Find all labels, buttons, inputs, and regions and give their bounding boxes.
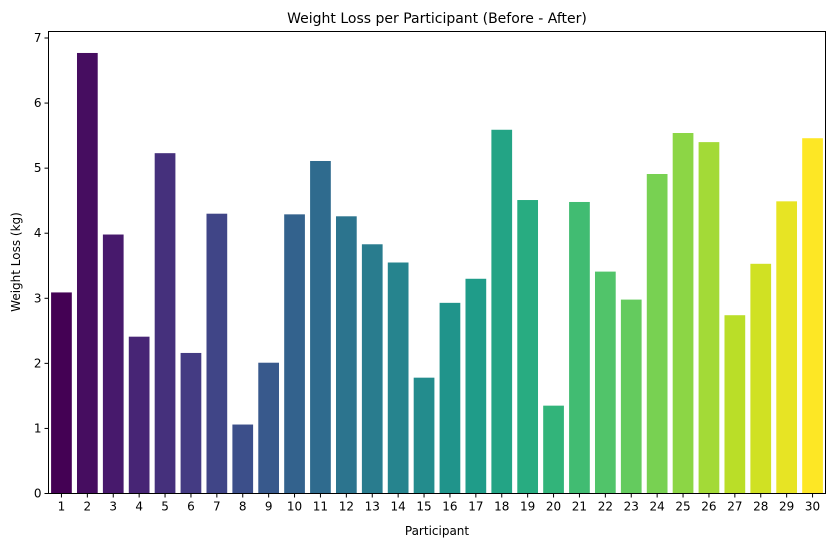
- x-tick-label: 30: [805, 500, 820, 514]
- x-tick-label: 16: [442, 500, 457, 514]
- y-tick-label: 0: [34, 487, 42, 501]
- x-tick-label: 18: [494, 500, 509, 514]
- x-tick-label: 12: [339, 500, 354, 514]
- x-tick-label: 23: [624, 500, 639, 514]
- x-tick-label: 19: [520, 500, 535, 514]
- plot-area: [51, 52, 823, 494]
- bar-participant-12: [335, 216, 357, 494]
- bar-participant-28: [750, 263, 772, 494]
- bar-participant-29: [776, 201, 798, 494]
- x-tick-label: 28: [753, 500, 768, 514]
- y-tick-label: 2: [34, 356, 42, 370]
- bar-participant-22: [594, 271, 616, 494]
- x-tick-label: 15: [416, 500, 431, 514]
- x-tick-label: 7: [213, 500, 221, 514]
- x-tick-label: 8: [239, 500, 247, 514]
- bar-participant-21: [569, 201, 590, 494]
- bar-participant-4: [128, 336, 150, 494]
- x-tick-label: 11: [313, 500, 328, 514]
- bar-participant-16: [439, 302, 461, 494]
- x-tick-label: 6: [187, 500, 195, 514]
- y-tick-label: 5: [34, 161, 42, 175]
- bar-participant-26: [698, 142, 720, 494]
- x-tick-label: 3: [109, 500, 117, 514]
- y-tick-label: 6: [34, 96, 42, 110]
- x-axis-label: Participant: [405, 524, 470, 538]
- bar-participant-25: [672, 133, 694, 494]
- x-tick-label: 5: [161, 500, 169, 514]
- bar-participant-7: [206, 213, 228, 494]
- y-axis-label: Weight Loss (kg): [9, 212, 23, 312]
- bar-participant-13: [361, 244, 383, 494]
- y-tick-label: 1: [34, 421, 42, 435]
- x-tick-label: 9: [265, 500, 273, 514]
- bar-participant-11: [310, 160, 331, 494]
- y-tick-label: 7: [34, 31, 42, 45]
- bar-participant-2: [76, 52, 98, 494]
- bar-participant-19: [517, 200, 539, 494]
- x-tick-label: 14: [391, 500, 406, 514]
- bar-participant-17: [465, 278, 487, 494]
- x-tick-label: 4: [135, 500, 143, 514]
- bar-participant-23: [620, 299, 642, 494]
- x-axis: 1 2 3 4 5 6 7 8 9 10 11 12 13 14 15 16 17 18 19 20 21 22 23 24 2…: [58, 493, 820, 514]
- bar-participant-8: [232, 424, 254, 494]
- bar-participant-3: [102, 234, 124, 494]
- x-tick-label: 2: [84, 500, 92, 514]
- x-tick-label: 27: [727, 500, 742, 514]
- x-tick-label: 25: [675, 500, 690, 514]
- bar-participant-1: [51, 292, 72, 494]
- x-tick-label: 10: [287, 500, 302, 514]
- x-tick-label: 24: [650, 500, 665, 514]
- chart-title: Weight Loss per Participant (Before - Af…: [287, 11, 587, 27]
- bar-participant-20: [543, 405, 564, 494]
- x-tick-label: 17: [468, 500, 483, 514]
- bar-participant-30: [802, 138, 823, 494]
- bar-participant-27: [724, 315, 746, 494]
- bar-participant-6: [180, 352, 202, 494]
- bar-participant-14: [387, 262, 409, 494]
- bar-participant-10: [284, 214, 305, 494]
- x-tick-label: 20: [546, 500, 561, 514]
- bar-participant-18: [491, 129, 513, 494]
- x-tick-label: 21: [572, 500, 587, 514]
- y-axis: 0 1 2 3 4 5 6 7: [34, 31, 49, 501]
- x-tick-label: 26: [701, 500, 716, 514]
- x-tick-label: 22: [598, 500, 613, 514]
- y-tick-label: 4: [34, 226, 42, 240]
- x-tick-label: 1: [58, 500, 66, 514]
- x-tick-label: 13: [365, 500, 380, 514]
- bar-participant-24: [646, 174, 668, 494]
- x-tick-label: 29: [779, 500, 794, 514]
- plot-frame: [48, 31, 826, 494]
- bar-participant-15: [413, 377, 435, 494]
- bar-participant-5: [154, 153, 176, 494]
- y-tick-label: 3: [34, 291, 42, 305]
- bar-participant-9: [258, 362, 280, 494]
